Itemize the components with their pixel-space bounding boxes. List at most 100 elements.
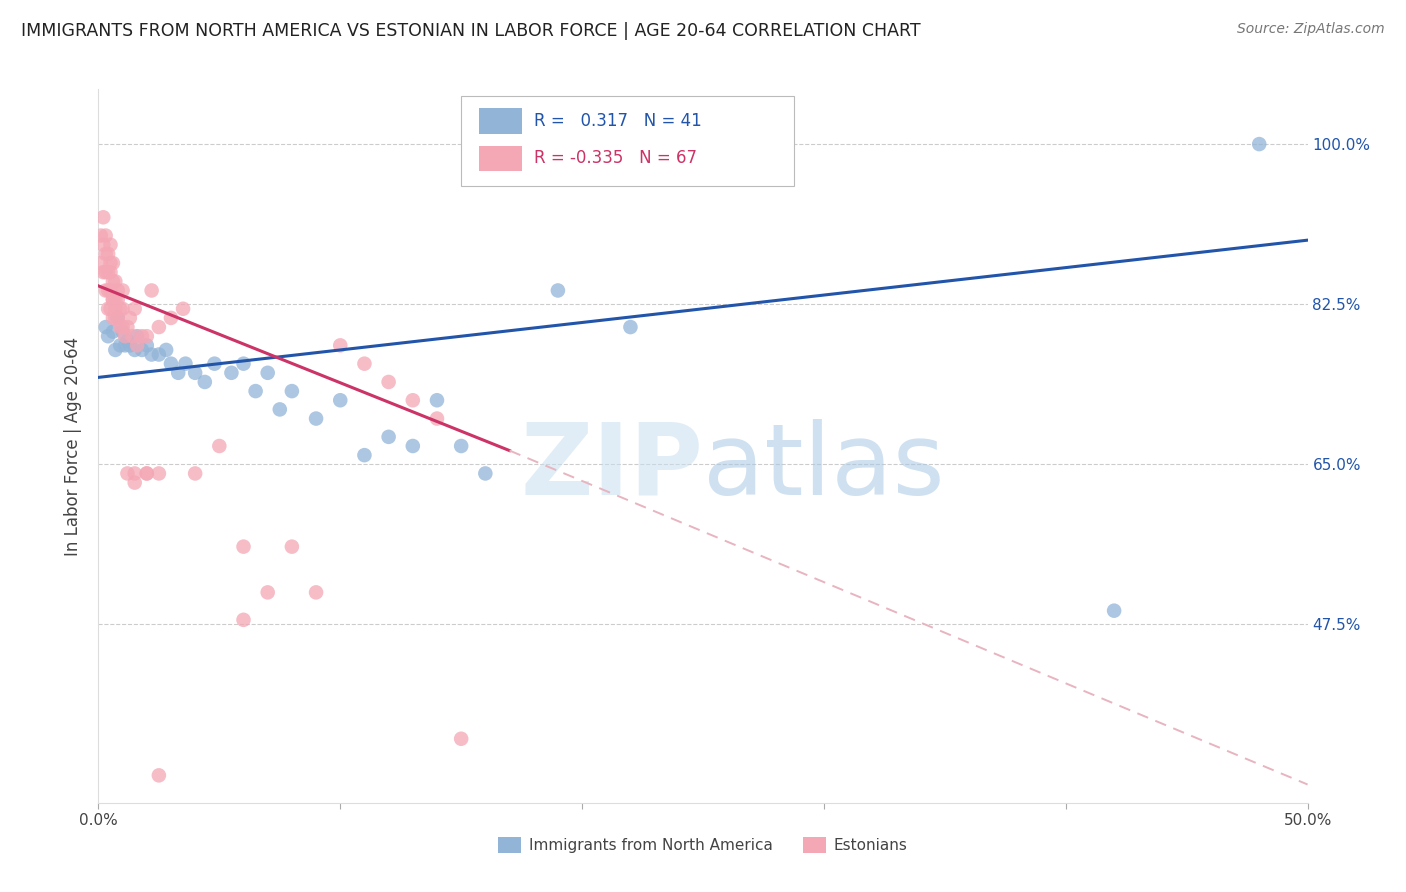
Bar xyxy=(479,145,522,171)
Point xyxy=(101,325,124,339)
Point xyxy=(245,384,267,398)
Point xyxy=(474,467,496,481)
Point xyxy=(111,284,134,298)
Point xyxy=(101,310,124,325)
Point xyxy=(256,585,278,599)
Point xyxy=(101,274,124,288)
Point xyxy=(111,320,134,334)
Point xyxy=(111,301,134,316)
Point xyxy=(155,343,177,357)
Point xyxy=(148,467,170,481)
Point xyxy=(1249,137,1271,152)
FancyBboxPatch shape xyxy=(461,96,793,186)
Point xyxy=(104,293,127,307)
Point xyxy=(114,329,136,343)
Point xyxy=(329,338,352,352)
Point xyxy=(94,284,117,298)
Point xyxy=(117,467,139,481)
Point xyxy=(353,357,375,371)
Point xyxy=(94,320,117,334)
Point xyxy=(100,237,122,252)
Point xyxy=(1102,604,1125,618)
Point xyxy=(100,265,122,279)
Point xyxy=(194,375,217,389)
Point xyxy=(124,301,146,316)
Point xyxy=(135,338,157,352)
Point xyxy=(174,357,197,371)
Point xyxy=(135,329,157,343)
Point xyxy=(107,293,129,307)
Legend: Immigrants from North America, Estonians: Immigrants from North America, Estonians xyxy=(492,831,914,859)
Bar xyxy=(479,109,522,134)
Point xyxy=(104,310,127,325)
Point xyxy=(281,540,304,554)
Point xyxy=(450,439,472,453)
Point xyxy=(91,211,114,225)
Text: ZIP: ZIP xyxy=(520,419,703,516)
Point xyxy=(94,247,117,261)
Point xyxy=(90,256,112,270)
Point xyxy=(184,467,207,481)
Point xyxy=(101,293,124,307)
Point xyxy=(118,338,141,352)
Point xyxy=(377,375,399,389)
Point xyxy=(111,325,134,339)
Point xyxy=(232,357,254,371)
Point xyxy=(148,768,170,782)
Point xyxy=(377,430,399,444)
Point xyxy=(118,310,141,325)
Point xyxy=(127,338,149,352)
Point xyxy=(124,343,146,357)
Point xyxy=(426,411,449,425)
Point xyxy=(97,329,120,343)
Point xyxy=(107,310,129,325)
Point xyxy=(104,274,127,288)
Point xyxy=(97,301,120,316)
Point xyxy=(91,265,114,279)
Point xyxy=(104,343,127,357)
Text: IMMIGRANTS FROM NORTH AMERICA VS ESTONIAN IN LABOR FORCE | AGE 20-64 CORRELATION: IMMIGRANTS FROM NORTH AMERICA VS ESTONIA… xyxy=(21,22,921,40)
Point xyxy=(104,301,127,316)
Point xyxy=(97,265,120,279)
Point xyxy=(172,301,194,316)
Text: atlas: atlas xyxy=(703,419,945,516)
Point xyxy=(269,402,291,417)
Point xyxy=(124,467,146,481)
Point xyxy=(94,265,117,279)
Point xyxy=(402,439,425,453)
Point xyxy=(281,384,304,398)
Point xyxy=(131,343,153,357)
Point xyxy=(90,228,112,243)
Point xyxy=(131,329,153,343)
Point xyxy=(127,329,149,343)
Point xyxy=(121,329,143,343)
Point xyxy=(100,284,122,298)
Point xyxy=(101,256,124,270)
Point xyxy=(329,393,352,408)
Point xyxy=(148,320,170,334)
Point xyxy=(208,439,231,453)
Text: R =   0.317   N = 41: R = 0.317 N = 41 xyxy=(534,112,702,130)
Point xyxy=(167,366,190,380)
Point xyxy=(184,366,207,380)
Point xyxy=(124,475,146,490)
Point xyxy=(221,366,243,380)
Point xyxy=(305,411,328,425)
Point xyxy=(94,228,117,243)
Point xyxy=(148,347,170,361)
Point xyxy=(232,613,254,627)
Point xyxy=(160,310,183,325)
Point xyxy=(101,293,124,307)
Point xyxy=(107,284,129,298)
Text: R = -0.335   N = 67: R = -0.335 N = 67 xyxy=(534,150,697,168)
Point xyxy=(232,540,254,554)
Point xyxy=(619,320,641,334)
Point xyxy=(100,256,122,270)
Point xyxy=(305,585,328,599)
Point xyxy=(426,393,449,408)
Point xyxy=(107,310,129,325)
Point xyxy=(141,284,163,298)
Point xyxy=(547,284,569,298)
Point xyxy=(108,320,131,334)
Point xyxy=(402,393,425,408)
